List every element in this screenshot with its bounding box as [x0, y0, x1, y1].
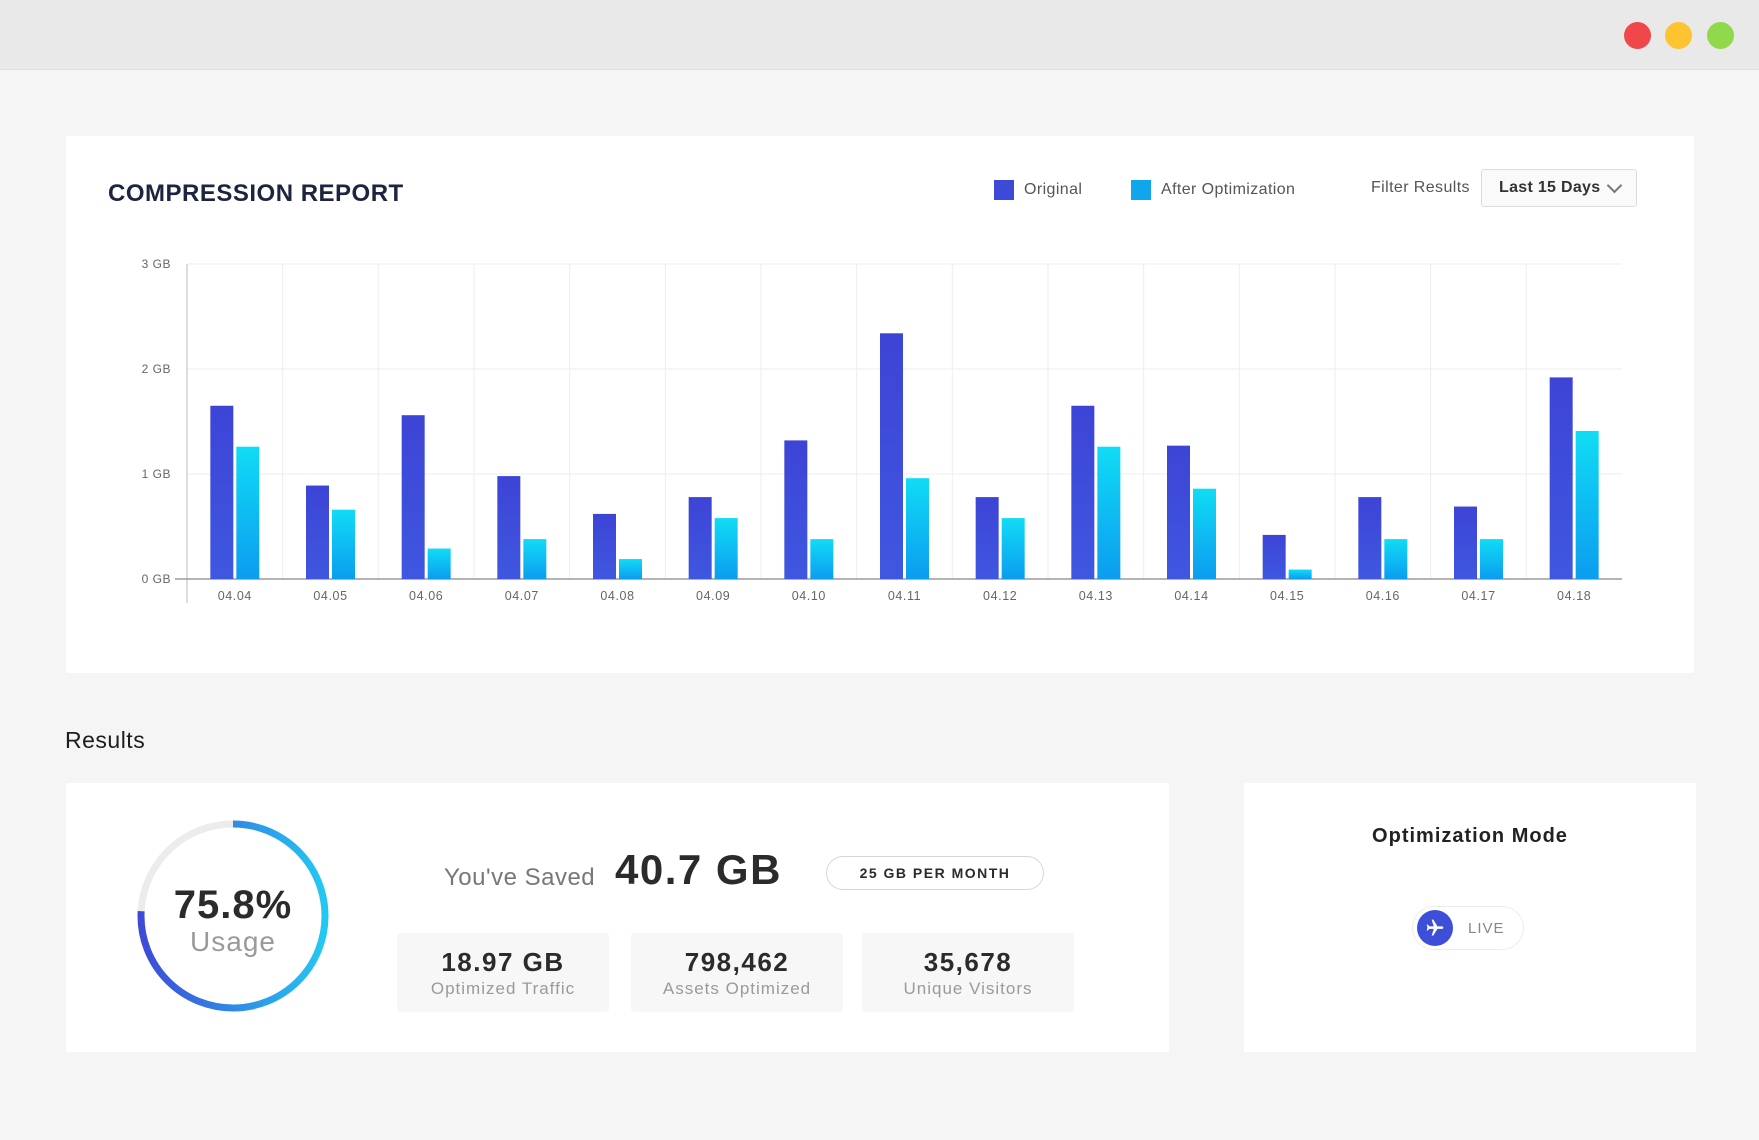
stat-label: Assets Optimized	[662, 979, 812, 998]
usage-ring-progress	[137, 820, 329, 1012]
stat-value: 35,678	[923, 947, 1013, 977]
bar-original	[306, 485, 329, 579]
x-tick-label: 04.15	[1270, 589, 1304, 603]
mode-toggle-knob	[1417, 910, 1453, 946]
usage-percent: 75.8%	[173, 883, 293, 927]
x-tick-label: 04.04	[218, 589, 252, 603]
stat-value: 18.97 GB	[441, 947, 565, 977]
x-tick-label: 04.17	[1461, 589, 1495, 603]
stat-optimized-traffic: 18.97 GB Optimized Traffic	[397, 933, 609, 1012]
stat-label: Unique Visitors	[903, 979, 1033, 998]
x-tick-label: 04.18	[1557, 589, 1591, 603]
usage-label: Usage	[190, 926, 276, 957]
date-range-dropdown[interactable]: Last 15 Days	[1481, 169, 1637, 207]
optimization-mode-toggle[interactable]: LIVE	[1412, 906, 1524, 950]
bar-original	[593, 513, 616, 579]
bar-after-optimization	[1384, 539, 1408, 579]
optimization-mode-title: Optimization Mode	[1372, 825, 1568, 847]
y-tick-label: 0 GB	[142, 572, 171, 586]
bar-original	[1262, 534, 1286, 579]
plan-badge: 25 GB PER MONTH	[826, 856, 1044, 890]
bar-after-optimization	[1097, 446, 1121, 579]
x-tick-label: 04.12	[983, 589, 1017, 603]
results-heading: Results	[65, 727, 146, 753]
minimize-window-button[interactable]	[1665, 22, 1692, 49]
bar-original	[1167, 445, 1190, 579]
bar-after-optimization	[1480, 539, 1503, 579]
stat-unique-visitors: 35,678 Unique Visitors	[862, 933, 1074, 1012]
bar-after-optimization	[236, 446, 260, 579]
x-tick-label: 04.13	[1079, 589, 1113, 603]
x-tick-label: 04.06	[409, 589, 443, 603]
report-title: COMPRESSION REPORT	[108, 180, 404, 207]
bar-after-optimization	[1288, 569, 1312, 579]
bar-original	[1549, 377, 1573, 579]
legend-optimized-label: After Optimization	[1161, 181, 1296, 198]
bar-after-optimization	[1193, 488, 1216, 579]
bar-after-optimization	[1001, 518, 1025, 579]
results-card: 75.8% Usage You've Saved 40.7 GB 25 GB P…	[66, 783, 1169, 1052]
stat-assets-optimized: 798,462 Assets Optimized	[631, 933, 843, 1012]
close-window-button[interactable]	[1624, 22, 1651, 49]
bar-original	[401, 415, 425, 579]
compression-bar-chart: 0 GB 1 GB 2 GB 3 GB 04.04 04.05 04.06 04.07 04.0…	[142, 257, 1622, 603]
x-tick-label: 04.11	[888, 589, 921, 603]
x-tick-label: 04.14	[1174, 589, 1208, 603]
x-tick-label: 04.05	[313, 589, 347, 603]
bar-original	[688, 497, 712, 579]
mode-state-label: LIVE	[1468, 920, 1505, 937]
y-tick-label: 2 GB	[142, 362, 171, 376]
bar-original	[1454, 506, 1477, 579]
legend-optimized-swatch	[1131, 180, 1151, 200]
saved-label: You've Saved	[444, 864, 596, 891]
y-tick-label: 1 GB	[142, 467, 171, 481]
bar-original	[210, 405, 234, 579]
bar-after-optimization	[332, 509, 355, 579]
bar-original	[497, 476, 521, 579]
bar-original	[975, 497, 999, 579]
stat-value: 798,462	[684, 947, 790, 977]
bar-after-optimization	[810, 539, 834, 579]
bar-after-optimization	[714, 518, 738, 579]
x-tick-label: 04.08	[600, 589, 634, 603]
bar-after-optimization	[523, 539, 547, 579]
airplane-icon	[1426, 919, 1444, 936]
bar-after-optimization	[427, 548, 451, 579]
stat-label: Optimized Traffic	[430, 979, 576, 998]
bar-original	[1358, 497, 1382, 579]
bar-original	[880, 333, 903, 579]
date-range-value: Last 15 Days	[1499, 179, 1601, 196]
legend-original: Original	[994, 180, 1082, 200]
bar-original	[1071, 405, 1095, 579]
x-tick-label: 04.09	[696, 589, 730, 603]
title-bar	[0, 0, 1759, 70]
legend-original-swatch	[994, 180, 1014, 200]
x-tick-label: 04.10	[792, 589, 826, 603]
bar-after-optimization	[1575, 430, 1599, 579]
optimization-mode-card: Optimization Mode LIVE	[1244, 783, 1696, 1052]
bar-original	[784, 440, 808, 579]
filter-results-label: Filter Results	[1371, 179, 1470, 196]
y-tick-label: 3 GB	[142, 257, 171, 271]
compression-report-card: COMPRESSION REPORT Original After Optimi…	[66, 136, 1694, 673]
bar-after-optimization	[906, 478, 929, 579]
x-tick-label: 04.16	[1366, 589, 1400, 603]
x-tick-label: 04.07	[505, 589, 539, 603]
saved-value: 40.7 GB	[615, 846, 782, 893]
usage-ring	[137, 820, 329, 1012]
legend-original-label: Original	[1024, 181, 1083, 198]
bar-after-optimization	[619, 559, 642, 579]
maximize-window-button[interactable]	[1707, 22, 1734, 49]
legend-after-optimization: After Optimization	[1131, 180, 1295, 200]
